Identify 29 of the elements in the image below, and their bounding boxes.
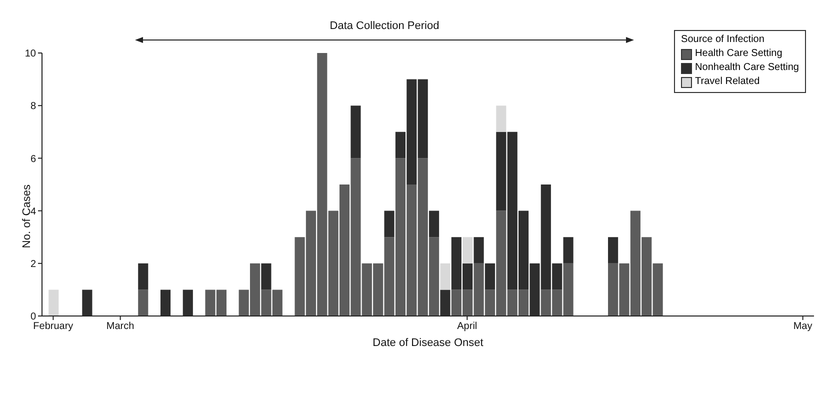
text: Data Collection Period bbox=[328, 20, 440, 32]
bar bbox=[563, 237, 574, 264]
x-axis-title: Date of Disease Onset bbox=[372, 337, 484, 349]
x-tick-label: March bbox=[106, 321, 134, 332]
legend-label: Health Care Setting bbox=[695, 47, 782, 61]
y-tick-label: 2 bbox=[30, 258, 36, 270]
bar bbox=[138, 290, 148, 316]
x-tick-label: February bbox=[33, 321, 74, 332]
bar bbox=[440, 263, 450, 290]
bar bbox=[474, 237, 484, 264]
legend-label: Nonhealth Care Setting bbox=[695, 61, 799, 75]
bar bbox=[484, 263, 496, 290]
bar bbox=[350, 106, 361, 158]
bar bbox=[496, 106, 506, 132]
legend-label: Travel Related bbox=[695, 75, 760, 89]
legend-title: Source of Infection bbox=[681, 34, 766, 45]
bar bbox=[138, 263, 148, 290]
bar bbox=[384, 210, 394, 238]
y-tick-label: 0 bbox=[30, 312, 36, 323]
bar bbox=[608, 237, 618, 264]
x-tick-label: April bbox=[457, 321, 478, 332]
x-tick-label: May bbox=[793, 321, 812, 332]
y-tick-label: 4 bbox=[30, 206, 36, 218]
y-tick-label: 8 bbox=[30, 101, 36, 112]
bar bbox=[462, 237, 473, 264]
bar bbox=[261, 263, 272, 290]
bar bbox=[429, 210, 440, 238]
y-tick-label: 6 bbox=[30, 154, 36, 165]
y-tick-label: 10 bbox=[24, 48, 36, 60]
